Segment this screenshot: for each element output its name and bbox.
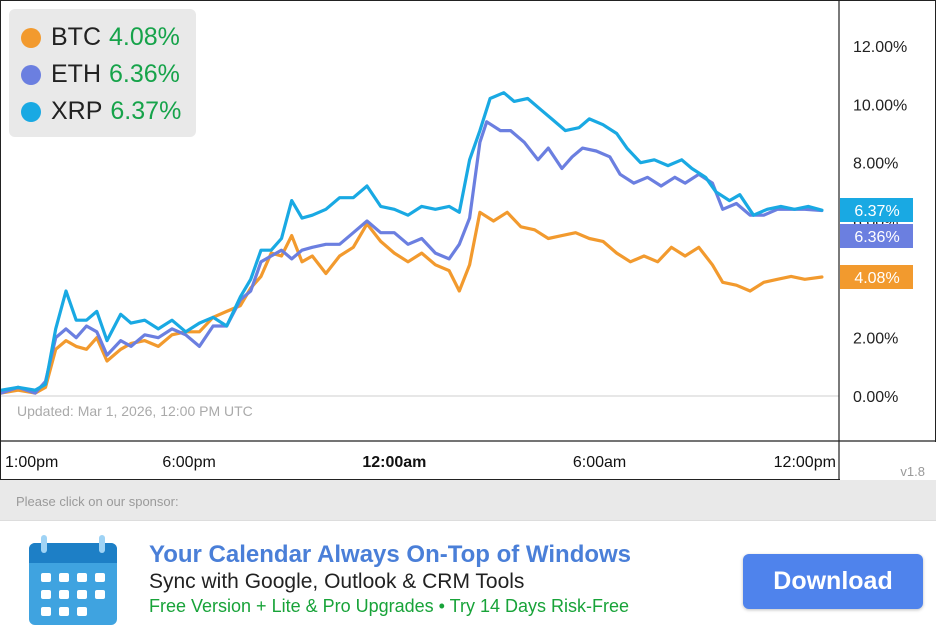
xrp-dot-icon xyxy=(21,101,41,122)
last-value-tag-xrp xyxy=(840,198,913,222)
x-tick-label: 6:00pm xyxy=(162,454,215,471)
legend-name: XRP xyxy=(51,97,103,125)
ad-title[interactable]: Your Calendar Always On-Top of Windows xyxy=(149,541,632,568)
y-tick-label: 0.00% xyxy=(853,389,898,406)
download-button[interactable]: Download xyxy=(743,554,923,609)
last-value-tag-eth xyxy=(840,224,913,248)
price-chart: 12.00%10.00%8.00%6.00%4.00%2.00%0.00%1:0… xyxy=(0,0,936,481)
x-tick-label: 12:00pm xyxy=(774,454,836,471)
legend: BTC 4.08% ETH 6.36% XRP 6.37% xyxy=(9,9,196,137)
y-tick-label: 10.00% xyxy=(853,97,907,114)
legend-item-eth[interactable]: ETH 6.36% xyxy=(21,56,196,93)
last-value-label-btc: 4.08% xyxy=(854,270,899,287)
legend-value: 6.36% xyxy=(109,60,180,88)
eth-dot-icon xyxy=(21,64,41,85)
x-tick-label: 6:00am xyxy=(573,454,626,471)
sponsor-label: Please click on our sponsor: xyxy=(16,494,179,509)
x-axis-right-mask xyxy=(840,442,936,480)
last-value-label-xrp: 6.37% xyxy=(854,203,899,220)
updated-note: Updated: Mar 1, 2026, 12:00 PM UTC xyxy=(17,403,253,419)
x-tick-label: 1:00pm xyxy=(5,454,58,471)
last-value-label-eth: 6.36% xyxy=(854,229,899,246)
btc-dot-icon xyxy=(21,27,41,48)
legend-item-xrp[interactable]: XRP 6.37% xyxy=(21,93,196,130)
legend-name: ETH xyxy=(51,60,101,88)
series-line-eth xyxy=(1,120,824,395)
series-line-btc xyxy=(1,210,824,395)
sponsor-ad[interactable]: Your Calendar Always On-Top of Windows S… xyxy=(0,520,936,640)
series-line-xrp xyxy=(1,91,824,392)
chart-canvas: 12.00%10.00%8.00%6.00%4.00%2.00%0.00%1:0… xyxy=(1,1,936,481)
y-tick-label: 12.00% xyxy=(853,39,907,56)
sponsor-band xyxy=(0,480,936,520)
legend-name: BTC xyxy=(51,23,101,51)
last-value-tag-btc xyxy=(840,265,913,289)
legend-value: 4.08% xyxy=(109,23,180,51)
y-tick-label: 2.00% xyxy=(853,331,898,348)
ad-tagline: Free Version + Lite & Pro Upgrades • Try… xyxy=(149,596,629,616)
version-label: v1.8 xyxy=(900,464,925,479)
x-tick-label: 12:00am xyxy=(362,454,426,471)
ad-subtitle: Sync with Google, Outlook & CRM Tools xyxy=(149,570,525,593)
y-tick-label: 8.00% xyxy=(853,156,898,173)
legend-value: 6.37% xyxy=(110,97,182,125)
calendar-icon[interactable] xyxy=(27,535,119,627)
legend-item-btc[interactable]: BTC 4.08% xyxy=(21,19,196,56)
